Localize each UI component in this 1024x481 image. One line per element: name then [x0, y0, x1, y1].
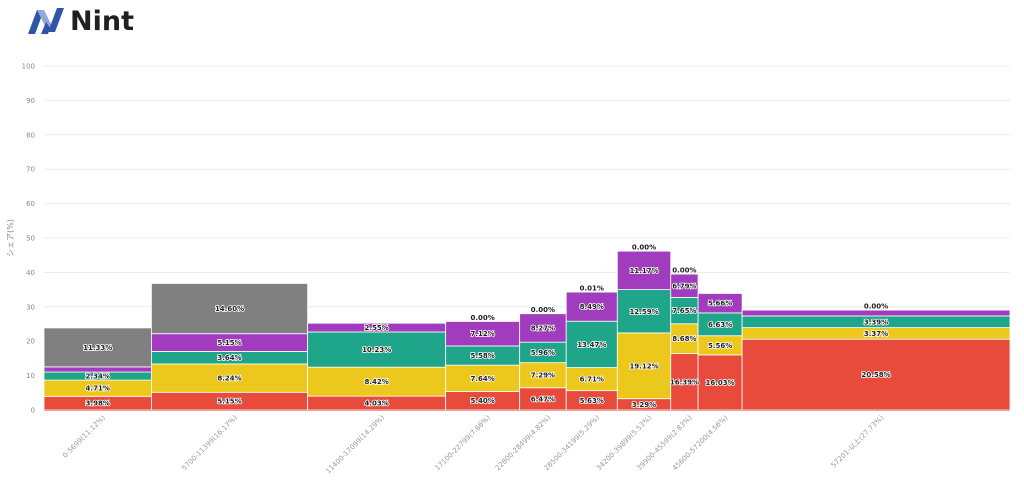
segment-label: 2.34% — [86, 373, 110, 381]
segment-label: 13.47% — [577, 341, 606, 349]
y-tick-label: 40 — [26, 269, 35, 277]
segment-label: 3.29% — [632, 401, 656, 409]
segment-label: 5.66% — [708, 300, 732, 308]
segment-label: 6.79% — [672, 282, 696, 290]
x-tick-label: 5700-11399(16.17%) — [180, 414, 239, 473]
segment-label: 4.71% — [86, 385, 110, 393]
segment-label: 6.71% — [580, 376, 604, 384]
x-tick-label: 17100-22799(7.66%) — [434, 414, 493, 473]
segment-label: 3.39% — [864, 318, 888, 326]
segment-label: 7.29% — [531, 372, 555, 380]
y-tick-label: 70 — [26, 166, 35, 174]
segment-label: 7.65% — [672, 307, 696, 315]
bars — [43, 250, 1011, 411]
segment-label: 19.12% — [629, 362, 658, 370]
segment-label: 5.56% — [708, 342, 732, 350]
nint-logo-icon — [28, 8, 64, 34]
segment-label: 11.17% — [629, 267, 658, 275]
bar-segment-purple[interactable] — [670, 273, 699, 298]
segment-label: 3.98% — [86, 400, 110, 408]
brand-name: Nint — [70, 5, 134, 37]
y-tick-label: 50 — [26, 235, 35, 243]
segment-label: 0.00% — [531, 306, 555, 314]
bar-segment-teal[interactable] — [670, 297, 699, 325]
segment-label: 8.24% — [217, 375, 241, 383]
segment-label: 8.27% — [531, 324, 555, 332]
bar-segment-purple[interactable] — [519, 313, 567, 343]
bar-segment-teal[interactable] — [616, 289, 672, 334]
segment-label: 2.55% — [364, 324, 388, 332]
y-axis-ticks: 0 10 20 30 40 50 60 70 80 90 100 — [22, 63, 35, 415]
x-axis-ticks: 0-5699(11.12%) 5700-11399(16.17%) 11400-17… — [44, 410, 1010, 476]
segment-label: 7.12% — [471, 330, 495, 338]
segment-label: 0.01% — [580, 285, 604, 293]
segment-label: 5.58% — [471, 352, 495, 360]
bar-segment-gray[interactable] — [43, 327, 152, 368]
segment-label: 0.00% — [632, 244, 656, 252]
segment-label: 5.96% — [531, 349, 555, 357]
y-tick-label: 60 — [26, 200, 35, 208]
bar-segment-purple[interactable] — [565, 291, 618, 322]
segment-label: 20.58% — [861, 371, 890, 379]
segment-label: 12.59% — [629, 308, 658, 316]
y-tick-label: 30 — [26, 303, 35, 311]
segment-label: 0.00% — [864, 303, 888, 311]
segment-label: 4.03% — [364, 400, 388, 408]
segment-labels: 3.98% 4.71% 2.34% 11.33% 5.15% 8.24% 3.64% 5.15… — [82, 243, 891, 410]
brand-logo: Nint — [28, 5, 134, 37]
segment-label: 16.03% — [706, 379, 735, 387]
segment-label: 10.23% — [362, 346, 391, 354]
x-tick-label: 22800-28499(4.82%) — [494, 414, 553, 473]
bar-segment-teal[interactable] — [307, 331, 447, 368]
segment-label: 6.63% — [708, 321, 732, 329]
segment-label: 5.40% — [471, 397, 495, 405]
x-tick-label: 11400-17099(14.29%) — [324, 414, 386, 476]
bar-segment-purple[interactable] — [741, 309, 1011, 317]
segment-label: 0.00% — [672, 267, 696, 275]
x-tick-label: 28500-34199(5.29%) — [543, 414, 602, 473]
bar-segment-red[interactable] — [741, 338, 1011, 411]
bar-segment-yellow[interactable] — [445, 364, 521, 392]
segment-label: 3.64% — [217, 354, 241, 362]
bar-segment-purple[interactable] — [616, 250, 672, 291]
segment-label: 8.49% — [580, 303, 604, 311]
y-tick-label: 20 — [26, 338, 35, 346]
bar-segment-purple[interactable] — [43, 366, 152, 373]
bar-segment-purple[interactable] — [697, 293, 743, 314]
segment-label: 11.33% — [83, 344, 112, 352]
segment-label: 14.60% — [215, 305, 244, 313]
y-tick-label: 80 — [26, 131, 35, 139]
y-tick-label: 100 — [22, 63, 35, 71]
segment-label: 3.37% — [864, 330, 888, 338]
x-tick-label: 57201-以上(27.73%) — [829, 413, 886, 470]
y-tick-label: 10 — [26, 372, 35, 380]
segment-label: 8.68% — [672, 335, 696, 343]
segment-label: 7.64% — [471, 375, 495, 383]
y-tick-label: 0 — [31, 407, 35, 415]
x-tick-label: 0-5699(11.12%) — [61, 414, 107, 460]
segment-label: 5.15% — [217, 339, 241, 347]
segment-label: 0.00% — [471, 314, 495, 322]
y-tick-label: 90 — [26, 97, 35, 105]
segment-label: 5.63% — [580, 397, 604, 405]
segment-label: 5.15% — [217, 398, 241, 406]
segment-label: 16.39% — [670, 378, 699, 386]
segment-label: 8.42% — [364, 378, 388, 386]
bar-segment-gray[interactable] — [151, 283, 309, 335]
bar-segment-yellow[interactable] — [616, 332, 672, 400]
y-axis-label: シェア(%) — [6, 219, 15, 257]
segment-label: 6.47% — [531, 395, 555, 403]
